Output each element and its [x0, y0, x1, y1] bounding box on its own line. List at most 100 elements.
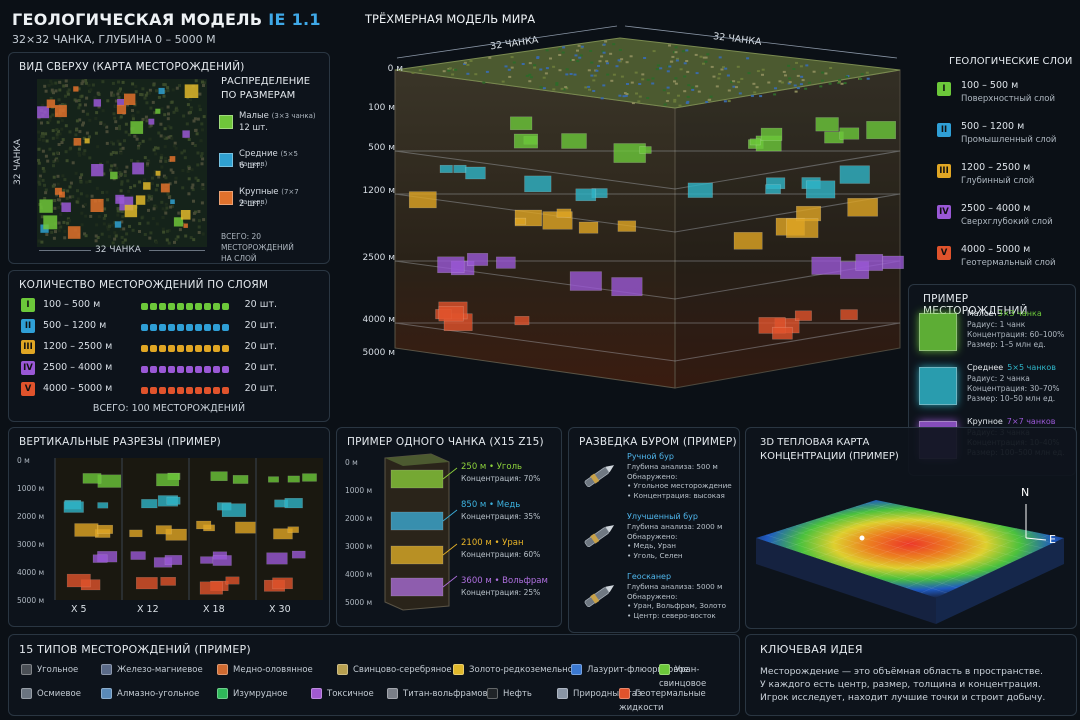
deposit-dot: [222, 303, 229, 310]
map-texture: [102, 216, 106, 220]
world-top-texture: [792, 68, 796, 70]
deposit-type-item: Осмиевое: [21, 687, 81, 701]
world-top-texture: [799, 65, 803, 68]
map-deposit: [184, 84, 199, 98]
deposit-type-item: Железо-магниевое: [101, 663, 203, 677]
map-texture: [159, 122, 163, 126]
map-texture: [37, 161, 41, 165]
map-texture: [51, 129, 55, 133]
example-radius: Радиус: 1 чанк: [967, 320, 1026, 329]
map-texture: [49, 79, 53, 83]
world-top-texture: [666, 70, 670, 73]
map-texture: [138, 142, 142, 145]
deposit-dot: [222, 324, 229, 331]
map-texture: [175, 108, 179, 112]
map-texture: [162, 174, 166, 178]
drill-line: Глубина анализа: 2000 м: [627, 522, 723, 531]
axis-y-label: 32 ЧАНКА: [12, 139, 23, 185]
layer-badge: I: [21, 298, 35, 312]
chunk-depth-label: 3000 м: [345, 542, 373, 551]
deposit-type-icon: [21, 664, 32, 675]
drill-line: • Концентрация: высокая: [627, 490, 725, 500]
map-texture: [85, 96, 89, 100]
map-texture: [143, 178, 146, 182]
map-texture: [68, 185, 72, 189]
world-top-texture: [674, 82, 678, 85]
deposit-type-icon: [557, 688, 568, 699]
map-texture: [190, 168, 194, 172]
chunk-depth-label: 2000 м: [345, 514, 373, 523]
map-texture: [164, 202, 168, 206]
map-texture: [124, 122, 128, 126]
map-texture: [101, 109, 105, 113]
map-texture: [95, 111, 99, 115]
world-top-texture: [542, 87, 546, 90]
deposit-dot: [213, 345, 220, 352]
deposit-type-icon: [101, 688, 112, 699]
world-top-texture: [533, 64, 537, 67]
deposit-dot: [195, 366, 202, 373]
types-title: 15 ТИПОВ МЕСТОРОЖДЕНИЙ (ПРИМЕР): [19, 643, 251, 656]
map-texture: [49, 97, 53, 100]
deposit-type-icon: [487, 688, 498, 699]
map-texture: [197, 210, 201, 213]
world-top-texture: [411, 71, 415, 74]
section-deposit: [155, 525, 172, 535]
map-texture: [53, 206, 57, 210]
deposit-type-label: Природный газ: [573, 689, 642, 699]
map-texture: [192, 199, 195, 203]
map-texture: [150, 195, 154, 198]
map-texture: [63, 178, 67, 182]
world-top-texture: [442, 70, 446, 73]
world-model-title: ТРЁХМЕРНАЯ МОДЕЛЬ МИРА: [365, 12, 536, 26]
deposit-type-icon: [311, 688, 322, 699]
world-top-texture: [801, 79, 805, 82]
world-top-texture: [555, 83, 559, 86]
section-deposit: [302, 473, 317, 482]
map-texture: [40, 215, 44, 219]
world-top-texture: [463, 63, 467, 65]
map-texture: [148, 88, 152, 92]
world-top-texture: [695, 72, 699, 75]
map-texture: [131, 109, 134, 112]
world-top-texture: [463, 61, 467, 64]
world-top-texture: [753, 91, 757, 94]
world-top-texture: [545, 49, 549, 52]
map-texture: [103, 123, 107, 127]
world-top-texture: [671, 55, 675, 58]
map-deposit: [91, 164, 104, 177]
map-texture: [102, 222, 106, 226]
world-deposit: [561, 133, 587, 149]
map-texture: [78, 118, 82, 122]
world-top-texture: [620, 58, 624, 61]
deposit-dot: [195, 303, 202, 310]
section-depth-label: 3000 м: [17, 540, 45, 549]
map-texture: [164, 211, 168, 215]
section-deposit: [63, 501, 84, 513]
world-top-texture: [629, 55, 633, 58]
world-top-texture: [622, 95, 626, 98]
world-top-texture: [587, 85, 591, 88]
map-texture: [88, 118, 92, 122]
drill-line: Обнаружено:: [627, 591, 678, 601]
map-texture: [105, 190, 109, 194]
chunk-deposit-conc: Концентрация: 25%: [461, 588, 541, 597]
chunk-deposit-name: 850 м • Медь: [461, 500, 521, 510]
world-top-texture: [773, 93, 777, 96]
deposit-dot: [141, 324, 148, 331]
drill-line: Обнаружено:: [627, 471, 678, 481]
world-top-texture: [778, 80, 782, 83]
map-texture: [111, 81, 115, 85]
map-texture: [118, 127, 122, 131]
section-deposit: [141, 499, 158, 509]
map-texture: [148, 236, 152, 240]
world-deposit: [465, 166, 486, 180]
chunk-deposit: 2100 м • Уран Концентрация: 60%: [461, 538, 540, 559]
world-top-texture: [602, 43, 606, 46]
world-top-texture: [604, 40, 608, 43]
map-texture: [119, 87, 122, 91]
heatmap-grid: [845, 509, 1033, 554]
map-texture: [133, 184, 137, 188]
map-texture: [176, 235, 180, 239]
deposit-type-label: Лазурит-флюоритовое: [587, 665, 689, 675]
